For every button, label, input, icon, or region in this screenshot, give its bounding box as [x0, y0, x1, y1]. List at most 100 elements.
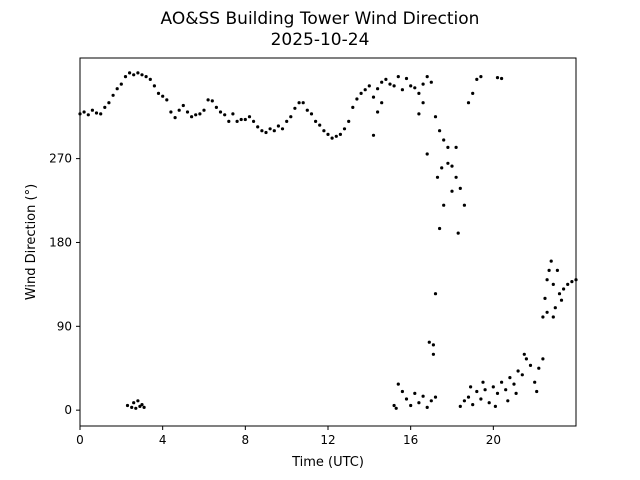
data-point [90, 108, 94, 112]
data-point [165, 98, 169, 102]
data-point [481, 380, 485, 384]
chart-subtitle: 2025-10-24 [271, 30, 370, 50]
data-point [417, 112, 421, 116]
data-point [86, 113, 90, 117]
data-point [533, 380, 537, 384]
data-point [371, 133, 376, 137]
data-point [483, 388, 487, 392]
data-point [380, 101, 384, 105]
data-point [471, 91, 475, 95]
y-axis-label: Wind Direction (°) [24, 184, 39, 300]
data-point [431, 352, 435, 356]
data-point [177, 108, 181, 112]
data-point [425, 75, 429, 79]
data-point [148, 77, 152, 81]
data-point [522, 352, 526, 356]
data-point [456, 231, 460, 235]
data-point [322, 129, 326, 133]
data-point [371, 95, 376, 99]
data-point [136, 71, 140, 75]
data-point [431, 343, 435, 347]
data-point [359, 91, 363, 95]
data-point [214, 105, 218, 109]
data-point [247, 115, 252, 119]
data-point [427, 340, 431, 344]
data-point [268, 127, 272, 131]
data-point [409, 403, 413, 408]
data-point [206, 98, 210, 102]
data-point [210, 99, 214, 103]
data-point [376, 87, 380, 91]
data-point [545, 278, 549, 282]
data-point [140, 73, 144, 77]
y-tick-label: 0 [64, 403, 72, 417]
data-point [450, 164, 454, 168]
data-point [376, 110, 380, 114]
data-point [227, 119, 231, 123]
data-point [454, 145, 458, 149]
data-point [458, 186, 462, 190]
data-point [421, 101, 425, 105]
data-point [125, 403, 130, 408]
data-point [123, 75, 128, 79]
data-point [479, 397, 483, 401]
data-point [111, 93, 115, 97]
data-point [433, 395, 438, 399]
data-point [574, 278, 578, 282]
data-point [334, 134, 338, 138]
data-point [545, 310, 549, 314]
data-point [388, 82, 392, 86]
data-point [495, 391, 500, 395]
data-point [433, 115, 438, 119]
data-point [404, 397, 409, 401]
data-point [543, 296, 547, 300]
data-point [351, 105, 355, 109]
data-point [190, 115, 194, 119]
y-tick-label: 180 [49, 235, 72, 249]
x-tick-label: 4 [159, 433, 167, 447]
data-point [504, 388, 508, 392]
data-point [235, 119, 239, 123]
data-point [466, 101, 471, 105]
data-point [520, 373, 524, 377]
data-point [442, 138, 446, 142]
data-point [380, 80, 384, 84]
data-point [559, 298, 564, 302]
data-point [429, 80, 433, 84]
data-point [330, 136, 334, 140]
data-point [493, 404, 497, 408]
data-point [514, 391, 518, 395]
data-point [524, 357, 529, 361]
data-point [119, 82, 123, 86]
data-point [181, 103, 185, 108]
x-tick-label: 8 [242, 433, 250, 447]
data-point [506, 399, 510, 403]
data-point [425, 152, 429, 156]
data-point [446, 161, 450, 165]
x-axis-ticks: 0 4 8 12 16 20 [76, 426, 501, 447]
data-point [99, 112, 103, 116]
data-point [570, 280, 574, 284]
data-point [223, 113, 227, 117]
chart-title: AO&SS Building Tower Wind Direction [161, 9, 480, 29]
data-point [392, 84, 396, 88]
data-point [562, 287, 566, 291]
data-point [272, 129, 276, 133]
data-point [425, 405, 429, 409]
data-point [541, 357, 545, 361]
data-point [435, 175, 440, 179]
data-point [260, 129, 264, 133]
data-point [458, 404, 462, 408]
data-point [363, 88, 367, 92]
data-point [134, 406, 138, 410]
data-point [541, 315, 545, 319]
x-axis-label: Time (UTC) [291, 455, 364, 470]
data-point [297, 101, 301, 105]
data-point [500, 380, 504, 384]
data-point [491, 385, 495, 389]
data-point [314, 119, 318, 123]
data-point [115, 87, 119, 91]
data-point [289, 115, 293, 119]
data-point [136, 399, 140, 403]
